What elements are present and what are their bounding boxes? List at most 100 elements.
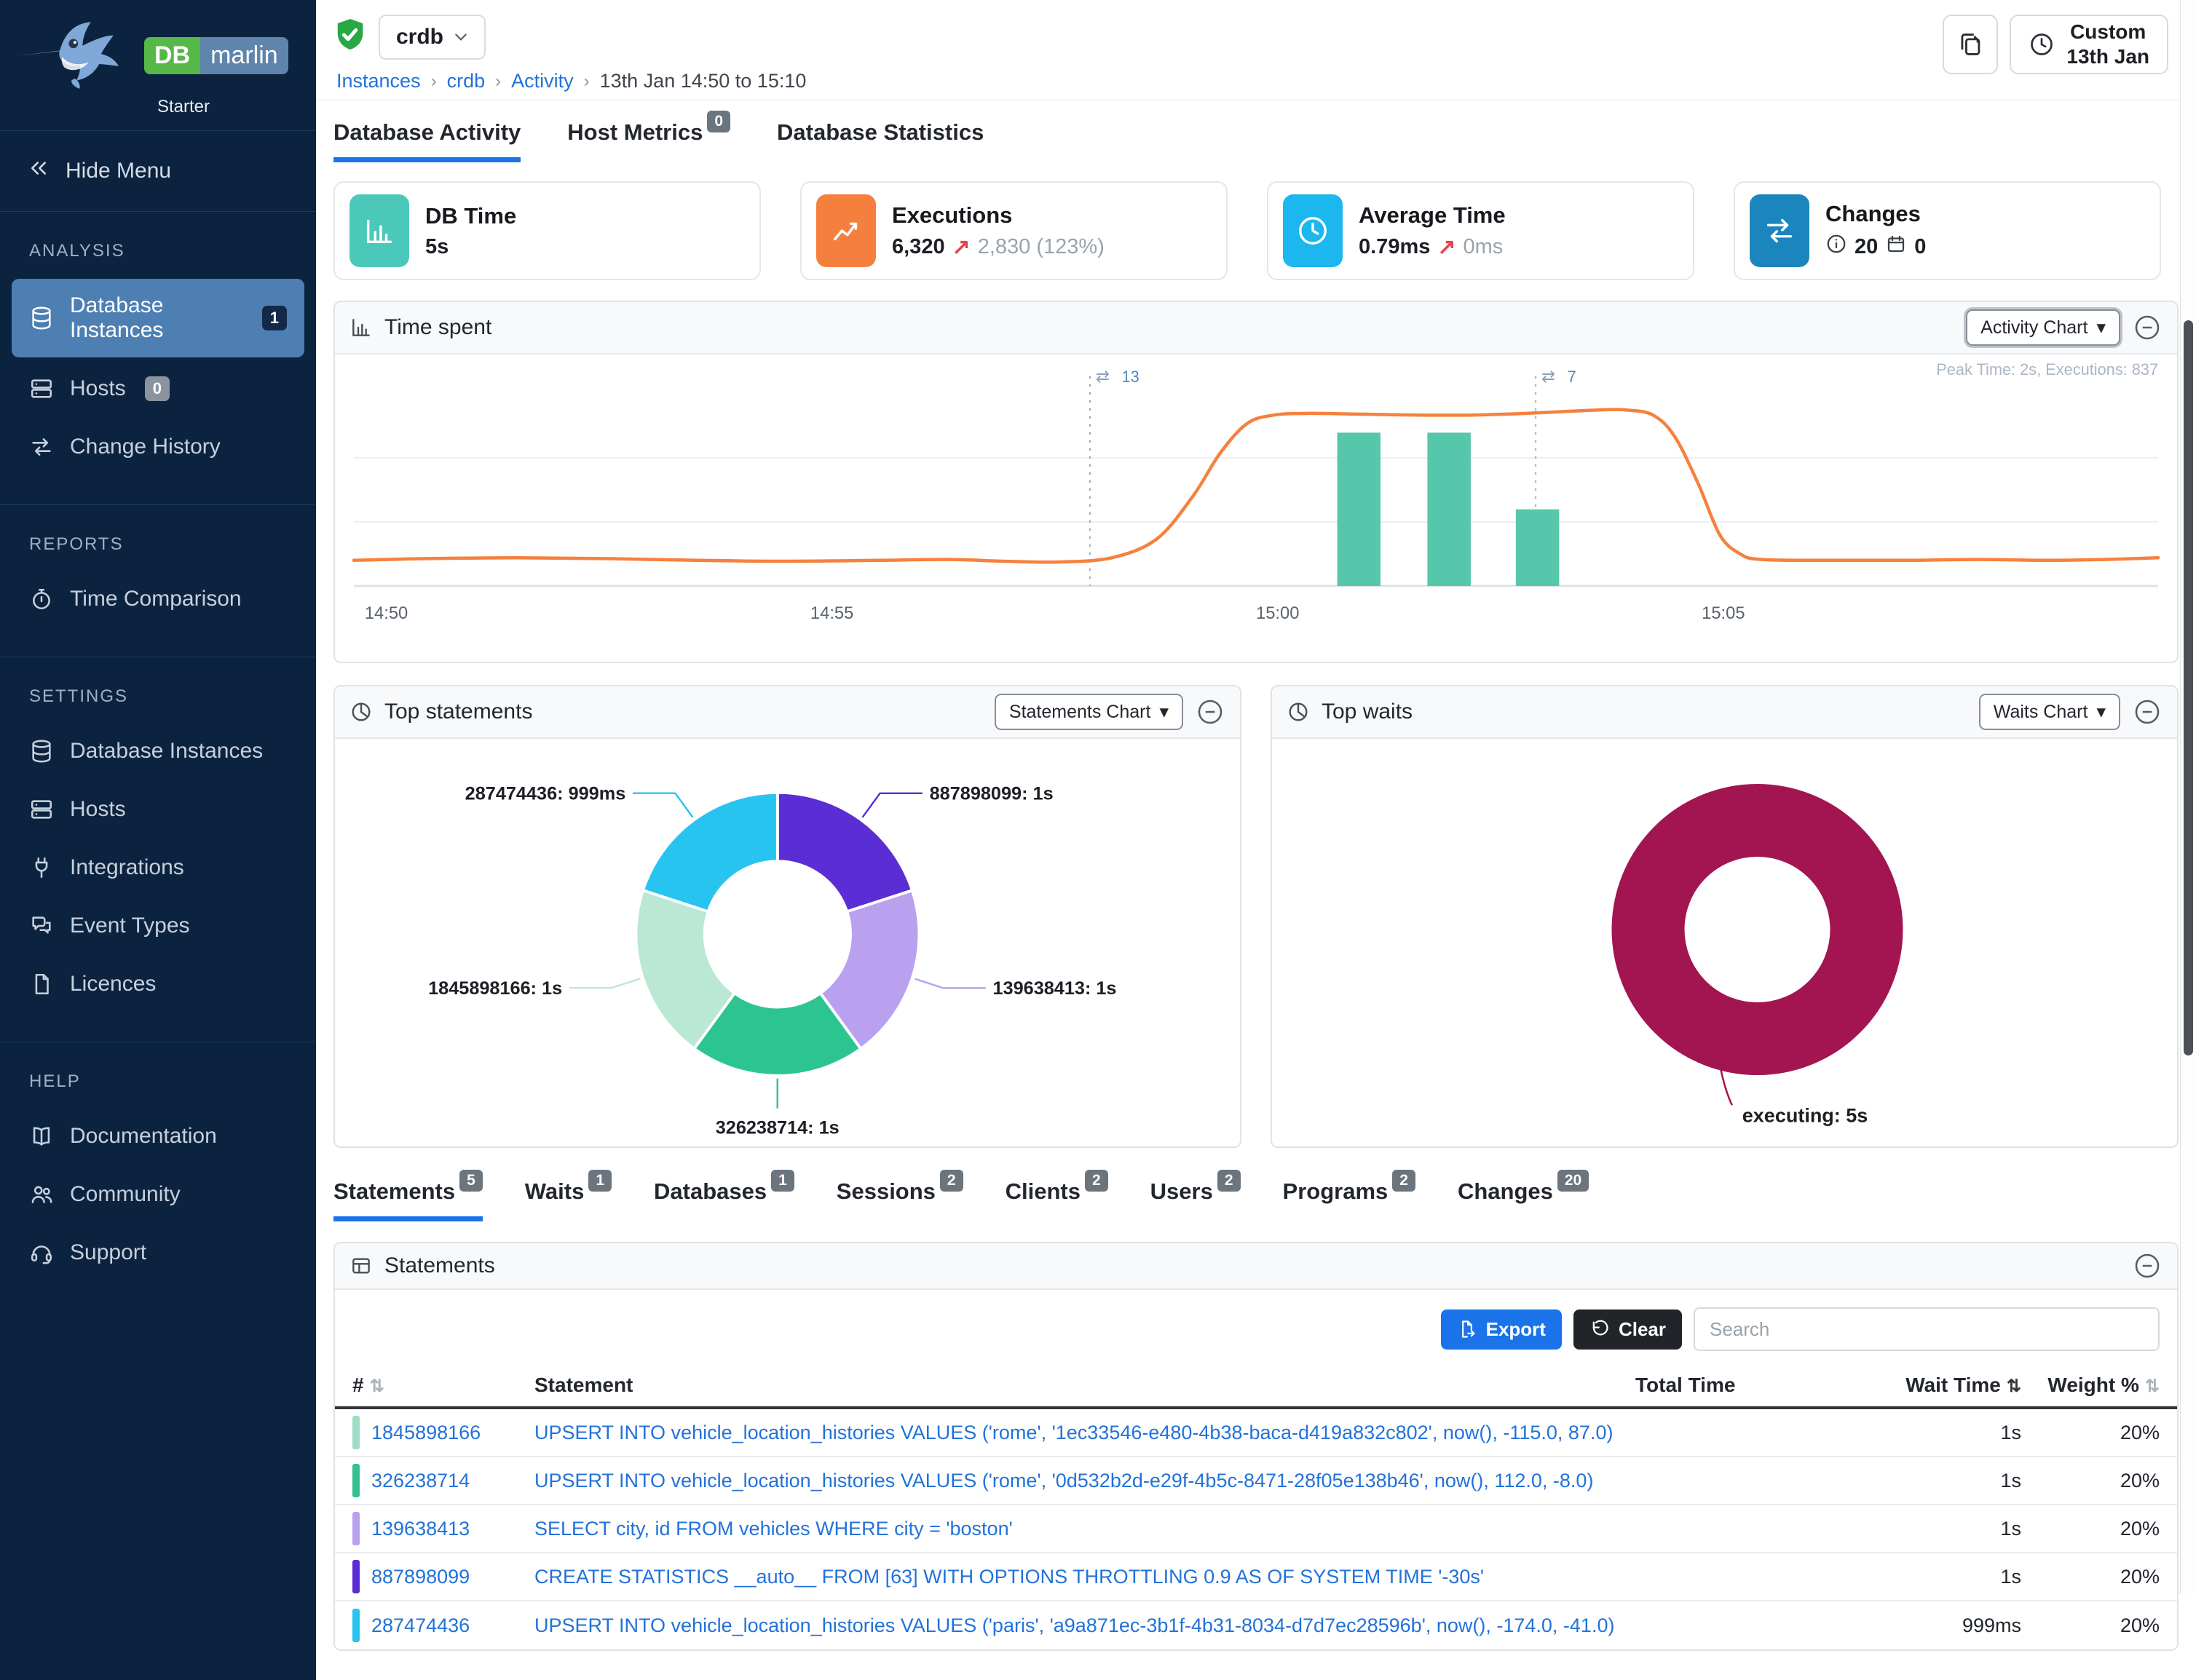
detail-tab-users[interactable]: Users 2 [1150, 1170, 1241, 1221]
statement-color-chip [352, 1609, 360, 1642]
tab-label: Waits [524, 1178, 585, 1204]
sidebar-item-label: Documentation [70, 1124, 217, 1148]
copy-link-button[interactable] [1943, 15, 1999, 74]
sidebar-item-documentation[interactable]: Documentation [12, 1109, 304, 1163]
sidebar-item-hosts[interactable]: Hosts 0 [12, 362, 304, 416]
brand-edition: Starter [157, 97, 210, 116]
tab-database-activity[interactable]: Database Activity [333, 119, 521, 162]
tab-count-badge: 2 [1084, 1170, 1108, 1192]
detail-tab-programs[interactable]: Programs 2 [1283, 1170, 1415, 1221]
search-input[interactable] [1694, 1307, 2160, 1351]
statements-chart-select-label: Statements Chart [1008, 701, 1151, 722]
svg-text:139638413: 1s: 139638413: 1s [992, 978, 1116, 999]
statement-text-link[interactable]: UPSERT INTO vehicle_location_histories V… [534, 1469, 1594, 1491]
collapse-statements-button[interactable] [2132, 1251, 2163, 1281]
scrollbar-track[interactable] [2180, 0, 2196, 1594]
collapse-top-statements-button[interactable] [1195, 697, 1225, 727]
statement-text-link[interactable]: UPSERT INTO vehicle_location_histories V… [534, 1421, 1614, 1443]
sort-by-statement[interactable]: Statement [534, 1374, 633, 1396]
sidebar-item-community[interactable]: Community [12, 1168, 304, 1221]
activity-chart-select[interactable]: Activity Chart ▾ [1966, 309, 2120, 346]
collapse-time-spent-button[interactable] [2132, 312, 2163, 343]
sidebar-item-label: Change History [70, 435, 221, 459]
svg-text:⇄: ⇄ [1541, 367, 1555, 386]
wait-time-value: 1s [2000, 1469, 2021, 1491]
statement-row: 887898099 CREATE STATISTICS __auto__ FROM… [335, 1553, 2177, 1601]
tab-host-metrics[interactable]: Host Metrics 0 [567, 111, 731, 162]
sort-by-id[interactable]: # ⇅ [352, 1374, 384, 1396]
detail-tab-changes[interactable]: Changes 20 [1458, 1170, 1589, 1221]
time-spent-chart[interactable]: ⇄ 13 ⇄ 7 14:50 14:55 15:00 15:05 Peak Time: 2s, … [348, 360, 2164, 651]
svg-text:⇄: ⇄ [1096, 367, 1110, 386]
statement-text-link[interactable]: UPSERT INTO vehicle_location_histories V… [534, 1614, 1615, 1636]
sidebar-item-database-instances[interactable]: Database Instances [12, 724, 304, 778]
sort-by-total-time[interactable]: Total Time [1635, 1374, 1736, 1396]
detail-tab-sessions[interactable]: Sessions 2 [836, 1170, 963, 1221]
stopwatch-icon [29, 587, 54, 611]
clock-icon [2031, 33, 2053, 55]
tab-label: Sessions [836, 1178, 936, 1204]
chevron-down-icon [455, 33, 467, 41]
sidebar-item-support[interactable]: Support [12, 1226, 304, 1280]
sidebar-item-time-comparison[interactable]: Time Comparison [12, 572, 304, 626]
sidebar-item-label: Database Instances [70, 293, 164, 342]
detail-tab-waits[interactable]: Waits 1 [524, 1170, 612, 1221]
statement-text-link[interactable]: SELECT city, id FROM vehicles WHERE city… [534, 1517, 1013, 1540]
collapse-minus-icon [2135, 315, 2160, 340]
detail-tab-statements[interactable]: Statements 5 [333, 1170, 483, 1221]
sidebar-item-event-types[interactable]: Event Types [12, 899, 304, 953]
instance-selector[interactable]: crdb [379, 15, 486, 60]
statement-row: 139638413 SELECT city, id FROM vehicles W… [335, 1505, 2177, 1553]
export-button[interactable]: Export [1440, 1309, 1562, 1350]
sidebar-item-change-history[interactable]: Change History [12, 420, 304, 474]
statement-id-link[interactable]: 887898099 [371, 1565, 470, 1588]
metric-card-changes: Changes 20 0 [1734, 181, 2161, 280]
statements-chart-select[interactable]: Statements Chart ▾ [994, 694, 1183, 730]
sidebar-item-label: Event Types [70, 914, 190, 938]
metric-value: 6,320 [892, 234, 945, 258]
table-icon [349, 1254, 373, 1277]
scrollbar-thumb[interactable] [2184, 320, 2193, 1055]
top-statements-donut-chart[interactable]: 887898099: 1s 139638413: 1s 326238714: 1s 1… [335, 739, 1240, 1146]
statement-id-link[interactable]: 139638413 [371, 1517, 470, 1540]
wait-time-value: 1s [2000, 1421, 2021, 1443]
breadcrumb-item-instances[interactable]: Instances [336, 70, 421, 92]
statement-text-link[interactable]: CREATE STATISTICS __auto__ FROM [63] WIT… [534, 1565, 1485, 1588]
weight-value: 20% [2120, 1614, 2160, 1636]
svg-text:326238714: 1s: 326238714: 1s [716, 1118, 840, 1138]
hide-menu-button[interactable]: Hide Menu [0, 131, 316, 212]
sidebar-item-database-instances[interactable]: Database Instances 1 [12, 279, 304, 357]
breadcrumb-separator: › [430, 71, 437, 91]
sort-by-wait-time[interactable]: Wait Time ⇅ [1905, 1374, 2021, 1396]
time-spent-panel: Time spent Activity Chart ▾ ⇄ 13 ⇄ 7 14:50 14… [333, 301, 2179, 663]
collapse-minus-icon [1198, 700, 1223, 724]
waits-chart-select[interactable]: Waits Chart ▾ [1978, 694, 2120, 730]
sidebar-item-integrations[interactable]: Integrations [12, 841, 304, 895]
statement-id-link[interactable]: 326238714 [371, 1469, 470, 1491]
sort-by-weight[interactable]: Weight % ⇅ [2047, 1374, 2160, 1396]
sidebar-item-label: Community [70, 1182, 181, 1206]
time-range-button[interactable]: Custom 13th Jan [2010, 15, 2168, 74]
health-shield-icon [333, 17, 367, 58]
swap-icon [1750, 194, 1809, 267]
pie-chart-icon [349, 700, 373, 724]
detail-tab-databases[interactable]: Databases 1 [654, 1170, 794, 1221]
top-waits-donut-chart[interactable]: executing: 5s [1272, 739, 2177, 1146]
weight-value: 20% [2120, 1517, 2160, 1540]
tab-label: Databases [654, 1178, 767, 1204]
sort-icon-active: ⇅ [2006, 1376, 2021, 1396]
sidebar-item-hosts[interactable]: Hosts [12, 782, 304, 836]
clear-button[interactable]: Clear [1573, 1309, 1682, 1350]
collapse-top-waits-button[interactable] [2132, 697, 2163, 727]
detail-tab-clients[interactable]: Clients 2 [1006, 1170, 1108, 1221]
statement-id-link[interactable]: 287474436 [371, 1614, 470, 1636]
sidebar-item-licences[interactable]: Licences [12, 957, 304, 1011]
sidebar: DB marlin Starter Hide Menu ANALYSIS Data… [0, 0, 316, 1680]
tab-count-badge: 5 [459, 1170, 483, 1192]
breadcrumb-item-crdb[interactable]: crdb [446, 70, 486, 92]
bar-chart-icon [349, 194, 409, 267]
breadcrumb-item-activity[interactable]: Activity [511, 70, 574, 92]
tab-database-statistics[interactable]: Database Statistics [777, 119, 984, 162]
statement-id-link[interactable]: 1845898166 [371, 1421, 481, 1443]
